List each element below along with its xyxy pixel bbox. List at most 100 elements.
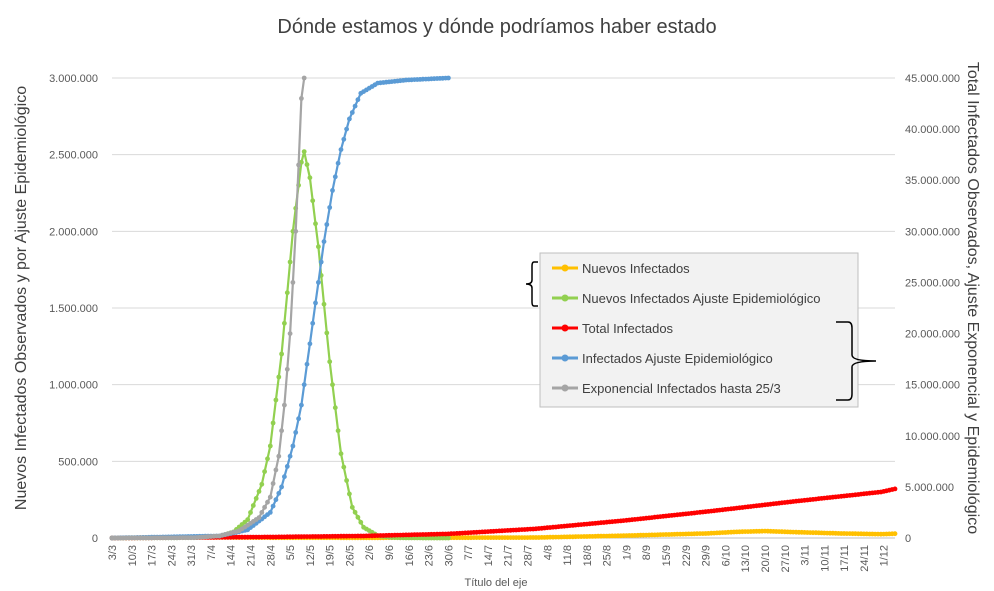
x-tick-label: 14/4 <box>226 545 238 566</box>
x-tick-label: 22/9 <box>681 545 693 566</box>
data-point <box>270 420 276 426</box>
data-point <box>262 469 267 474</box>
data-point <box>259 510 265 515</box>
x-tick-label: 5/5 <box>285 545 297 560</box>
data-point <box>304 361 310 367</box>
data-point <box>256 515 262 520</box>
data-point <box>310 198 316 204</box>
data-point <box>301 75 307 81</box>
x-tick-label: 31/3 <box>186 545 198 566</box>
data-point <box>279 484 284 490</box>
data-point <box>344 478 349 483</box>
x-tick-label: 17/11 <box>839 545 851 572</box>
x-tick-label: 21/4 <box>246 545 258 566</box>
left-brace <box>525 261 538 307</box>
left-tick-label: 1.000.000 <box>49 380 98 392</box>
data-point <box>299 96 304 101</box>
data-point <box>267 494 273 500</box>
legend-swatch-marker <box>561 354 569 362</box>
left-axis-title: Nuevos Infectados Observados y por Ajust… <box>13 86 30 510</box>
x-tick-label: 24/3 <box>166 545 178 566</box>
x-tick-label: 7/4 <box>206 545 218 560</box>
right-brace <box>836 321 877 401</box>
series <box>109 75 307 541</box>
data-point <box>256 489 262 494</box>
data-point <box>358 519 364 525</box>
data-point <box>279 351 284 357</box>
x-axis-title: Título del eje <box>465 577 528 589</box>
x-tick-label: 25/8 <box>602 545 614 566</box>
data-point <box>282 320 287 326</box>
data-point <box>293 430 299 435</box>
data-point <box>250 503 256 508</box>
right-tick-label: 35.000.000 <box>905 175 960 187</box>
x-tick-label: 12/5 <box>305 545 317 566</box>
data-point <box>262 504 267 510</box>
data-point <box>290 280 296 285</box>
legend-swatch-marker <box>561 384 569 392</box>
data-point <box>349 110 355 115</box>
x-tick-label: 4/8 <box>542 545 554 560</box>
data-point <box>310 320 316 326</box>
data-point <box>341 464 347 470</box>
data-point <box>253 496 259 501</box>
legend-box <box>539 252 859 408</box>
data-point <box>344 126 349 132</box>
data-point <box>321 301 327 307</box>
x-tick-label: 29/9 <box>701 545 713 566</box>
data-point <box>267 510 273 515</box>
left-axis-ticks: 0 500.000 1.000.000 1.500.000 2.000.000 2.500… <box>49 73 98 545</box>
data-point <box>265 456 270 462</box>
data-point <box>347 491 352 497</box>
x-tick-label: 15/9 <box>661 545 673 566</box>
data-point <box>321 239 327 245</box>
data-point <box>330 188 335 193</box>
data-point <box>296 162 301 168</box>
data-point <box>265 499 270 505</box>
data-point <box>316 280 321 285</box>
x-tick-label: 10/3 <box>127 545 139 566</box>
series-layer <box>109 75 898 541</box>
data-point <box>301 382 307 388</box>
data-point <box>279 428 284 434</box>
x-tick-label: 1/9 <box>621 545 633 560</box>
right-axis-title: Total Infectados Observados, Ajuste Expo… <box>964 62 981 534</box>
left-tick-label: 2.000.000 <box>49 226 98 238</box>
data-point <box>296 416 301 422</box>
data-point <box>316 244 321 250</box>
data-point <box>267 443 273 449</box>
x-tick-label: 13/10 <box>740 545 752 573</box>
x-tick-label: 26/5 <box>344 545 356 566</box>
right-axis-ticks: 0 5.000.000 10.000.000 15.000.000 20.000.000… <box>905 73 960 545</box>
data-point <box>276 490 282 496</box>
legend-entry-label: Nuevos Infectados Ajuste Epidemiológico <box>582 291 820 306</box>
legend-swatch-marker <box>561 294 569 302</box>
legend-entry-label: Exponencial Infectados hasta 25/3 <box>582 381 781 396</box>
series <box>109 486 898 541</box>
right-tick-label: 20.000.000 <box>905 329 960 341</box>
right-tick-label: 30.000.000 <box>905 226 960 238</box>
data-point <box>307 175 313 181</box>
x-axis-ticks: 3/3 10/3 17/3 24/3 31/3 7/4 14/4 21/4 28/4 5/5 12/… <box>107 545 891 573</box>
data-point <box>352 103 358 109</box>
data-point <box>307 341 313 347</box>
data-point <box>355 514 361 520</box>
data-point <box>273 497 279 503</box>
x-tick-label: 17/3 <box>147 545 159 566</box>
data-point <box>352 509 358 515</box>
x-tick-label: 14/7 <box>483 545 495 566</box>
data-point <box>299 402 304 408</box>
data-point <box>273 397 279 403</box>
data-point <box>349 504 355 510</box>
data-point <box>282 402 287 408</box>
x-tick-label: 20/10 <box>760 545 772 573</box>
x-tick-label: 2/6 <box>364 545 376 560</box>
data-point <box>287 331 293 336</box>
data-point <box>270 481 276 486</box>
x-tick-label: 19/5 <box>325 545 337 566</box>
left-tick-label: 1.500.000 <box>49 303 98 315</box>
data-point <box>293 228 299 234</box>
data-point <box>318 259 324 265</box>
data-point <box>330 382 335 388</box>
